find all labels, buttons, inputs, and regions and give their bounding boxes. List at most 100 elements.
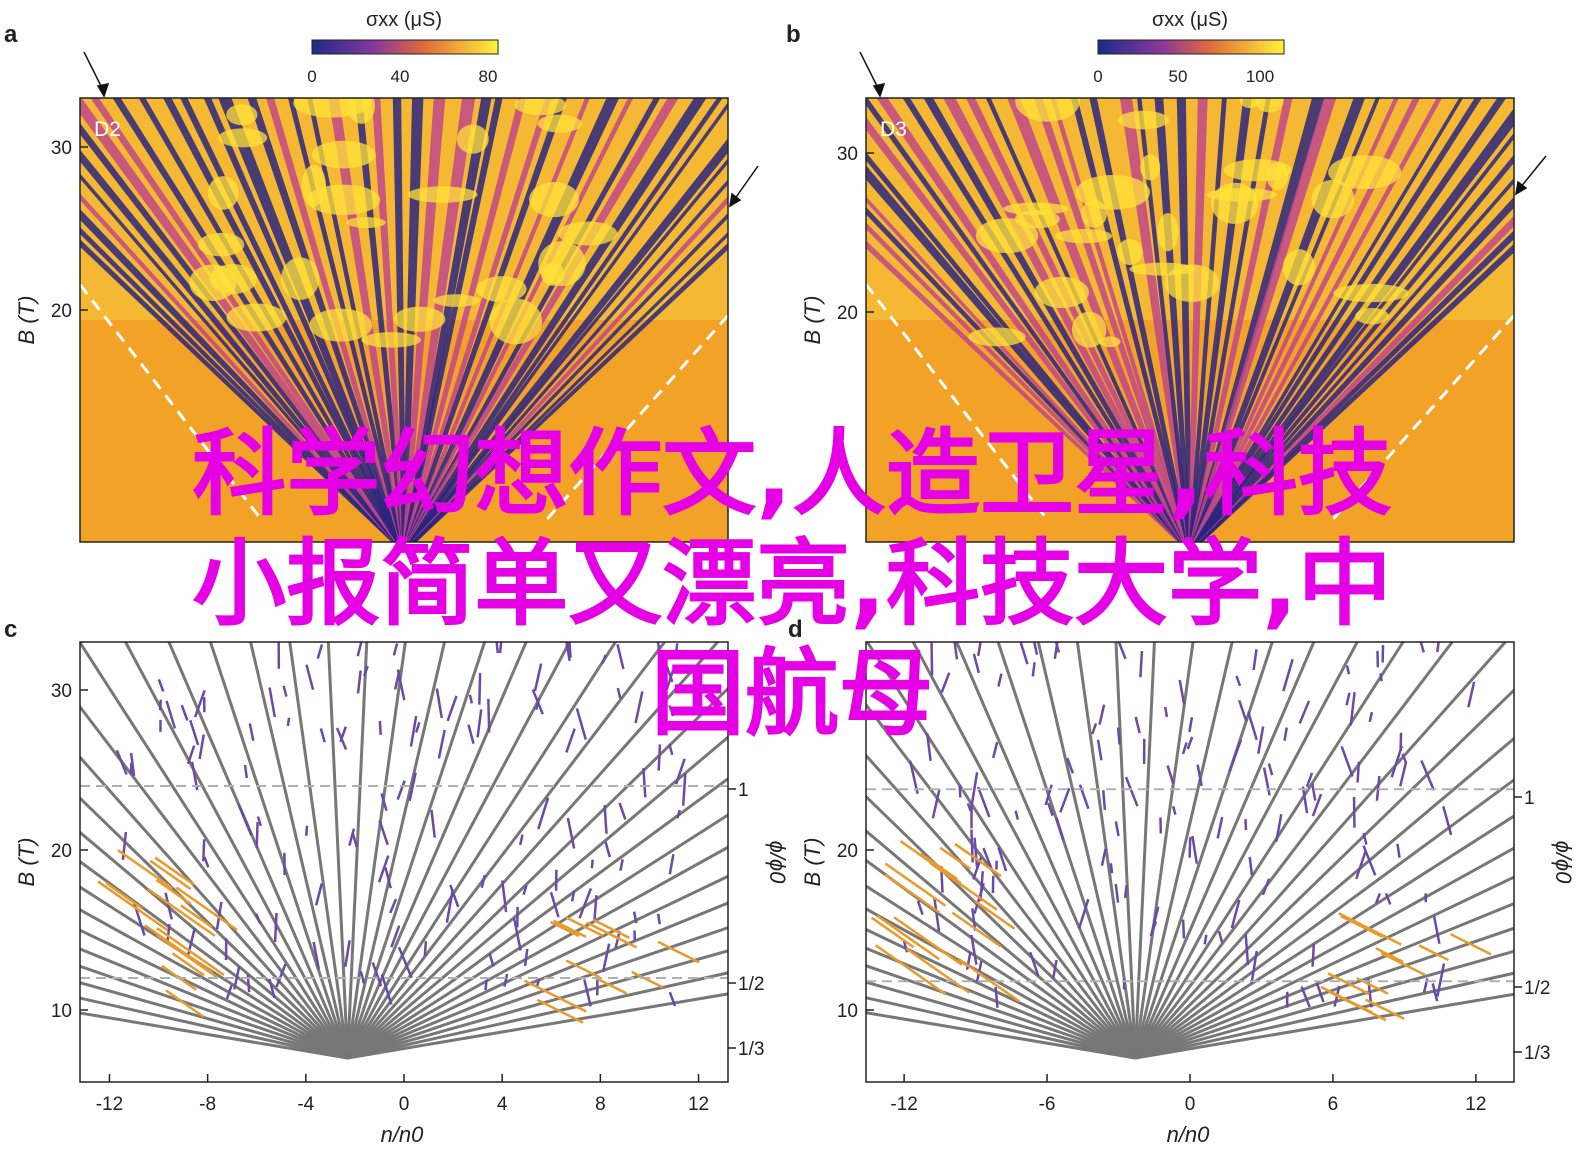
x-tick-label: 6 <box>1328 1094 1339 1115</box>
fan-segment <box>1196 764 1203 787</box>
fan-segment <box>1114 883 1120 903</box>
heat-stripe <box>1193 98 1443 542</box>
fan-segment <box>275 963 287 988</box>
fan-segment-orange <box>536 998 584 1024</box>
fan-segment <box>583 979 592 1007</box>
fan-segment <box>225 985 233 1000</box>
fan-segment <box>1102 790 1107 810</box>
fan-segment <box>237 803 253 836</box>
fan-line <box>866 1011 1136 1060</box>
fan-line <box>346 642 572 1059</box>
y2-axis-label: ϕ/ϕ0 <box>765 841 790 885</box>
x-tick-label: 12 <box>688 1094 709 1115</box>
arrow-head <box>1514 180 1528 196</box>
fan-segment <box>578 887 593 919</box>
fan-segment <box>1109 863 1114 874</box>
x-tick-label: -6 <box>1039 1094 1056 1115</box>
fan-segment <box>378 820 389 846</box>
fan-segment <box>616 644 625 670</box>
fan-segment-orange <box>156 927 225 977</box>
fan-line <box>1134 736 1514 1060</box>
fan-line <box>866 927 1136 1060</box>
heat-stripe <box>371 98 406 542</box>
fan-segment <box>1123 884 1128 899</box>
colorbar-b: σxx (μS) 0 50 100 <box>1093 9 1285 86</box>
fan-line <box>346 642 667 1059</box>
fan-segment-orange <box>876 914 940 961</box>
heat-blob <box>514 98 567 116</box>
fan-segment <box>991 741 999 759</box>
fan-line <box>346 642 487 1059</box>
fan-segment-orange <box>1418 944 1449 962</box>
fan-segment <box>1029 951 1040 977</box>
heat-stripe <box>203 98 402 542</box>
fan-segment <box>1436 642 1440 653</box>
x-tick-label: 12 <box>1465 1094 1486 1115</box>
heat-blob <box>361 332 421 348</box>
fan-line <box>80 928 349 1060</box>
heatmap-b <box>866 98 1514 542</box>
y-tick-label: 30 <box>837 144 858 165</box>
heat-stripe <box>1195 132 1514 542</box>
fan-segment <box>397 946 413 979</box>
fan-line <box>1133 642 1234 1059</box>
fan-segment-orange <box>899 840 962 885</box>
fan-line <box>346 845 728 1060</box>
fan-segment <box>1055 817 1065 841</box>
fan-segment-orange <box>1380 951 1426 977</box>
fan-segment <box>488 953 495 967</box>
colorbar-b-tick: 100 <box>1246 67 1274 86</box>
fan-segment-orange <box>657 940 700 964</box>
plot-frame-a <box>79 97 729 543</box>
y-axis-label-b: B (T) <box>800 296 825 345</box>
fan-segment <box>396 780 406 801</box>
fan-segment <box>480 874 487 889</box>
heat-stripe <box>866 196 1183 542</box>
fan-line <box>249 642 350 1059</box>
fan-segment <box>389 898 398 914</box>
heat-stripe <box>405 98 567 542</box>
fan-segment <box>656 642 661 653</box>
y-tick-label: 10 <box>51 1001 72 1022</box>
heat-blob <box>476 276 527 303</box>
fan-segment <box>657 744 662 771</box>
fan-segment <box>495 642 500 654</box>
fan-segment <box>1091 723 1098 735</box>
y2-tick-label: 1/2 <box>738 974 764 995</box>
fan-segment <box>1345 692 1351 706</box>
heat-stripe <box>410 158 728 542</box>
x-tick-label: 4 <box>497 1094 508 1115</box>
fan-segment <box>972 653 981 674</box>
fan-line <box>80 796 349 1060</box>
fan-segment <box>533 663 543 692</box>
fan-segment-orange <box>105 882 144 910</box>
fan-segment <box>1019 642 1029 665</box>
heat-blob <box>1081 199 1107 228</box>
fan-segment <box>1188 837 1192 858</box>
fan-line <box>346 642 447 1059</box>
fan-segment <box>1059 787 1071 813</box>
fan-line <box>167 642 349 1059</box>
heat-blob <box>1282 249 1315 286</box>
heat-stripe <box>405 98 552 542</box>
fan-segment <box>286 717 291 727</box>
fan-segment <box>1345 665 1351 675</box>
fan-line <box>80 859 349 1060</box>
fan-segment <box>157 679 165 692</box>
fan-segment-orange <box>974 900 1016 930</box>
fan-line <box>866 946 1136 1060</box>
fan-line <box>1134 949 1514 1060</box>
fan-line <box>866 858 1137 1060</box>
fan-segment <box>1399 761 1408 787</box>
heat-stripe <box>1176 98 1192 542</box>
fan-segment-orange <box>1340 914 1383 938</box>
heat-stripe <box>404 98 503 542</box>
fan-line <box>1134 875 1514 1060</box>
colorbar-a-tick: 0 <box>307 67 316 86</box>
heat-stripe <box>1194 98 1507 542</box>
fan-line <box>80 642 349 1059</box>
fan-segment <box>1368 711 1374 723</box>
fan-segment <box>1228 739 1243 772</box>
fan-segment-orange <box>175 886 238 932</box>
